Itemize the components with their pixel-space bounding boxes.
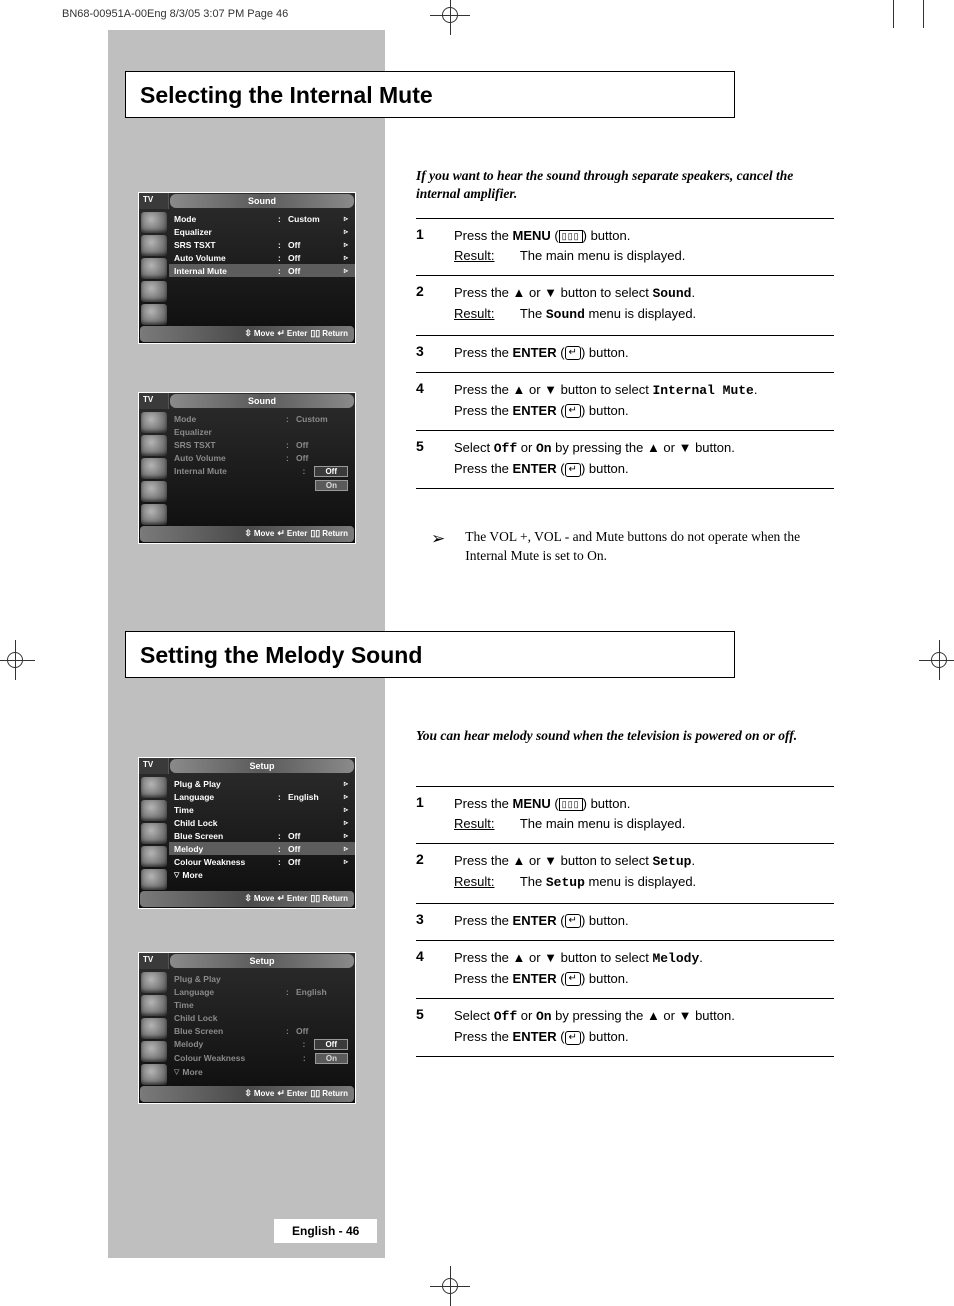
osd-row-highlighted: Internal Mute:Off▹ [169,264,355,277]
osd-setup-menu: TV Setup Plug & Play▹ Language:English▹ … [138,757,356,909]
step-3: 3 Press the ENTER (↵) button. [416,903,834,940]
registration-mark [430,0,470,35]
osd-setup-popup: TV Setup Plug & Play Language:English Ti… [138,952,356,1104]
enter-icon: ↵ [565,972,581,986]
enter-icon: ↵ [565,404,581,418]
step-5: 5 Select Off or On by pressing the ▲ or … [416,998,834,1057]
step-3: 3 Press the ENTER (↵) button. [416,335,834,372]
crop-mark [923,0,924,28]
osd-row-highlighted: Melody:Off▹ [169,842,355,855]
registration-mark [919,640,954,680]
osd-tv-label: TV [139,193,169,209]
section-title-melody: Setting the Melody Sound [125,631,735,678]
enter-icon: ↵ [565,463,581,477]
step-2: 2 Press the ▲ or ▼ button to select Soun… [416,275,834,334]
enter-icon: ↵ [565,346,581,360]
osd-icon [141,258,167,279]
osd-category-icons [139,209,169,326]
step-1: 1 Press the MENU (▯▯▯) button. Result: T… [416,786,834,843]
osd-popup-option: On [315,1053,348,1064]
osd-footer: ⇳Move ↵Enter ▯▯Return [140,326,354,342]
osd-title: Sound [170,194,354,208]
menu-icon: ▯▯▯ [559,798,583,811]
enter-icon: ↵ [565,914,581,928]
registration-mark [430,1266,470,1306]
osd-sound-menu: TV Sound Mode:Custom▹ Equalizer▹ SRS TSX… [138,192,356,344]
osd-popup-option-selected: Off [314,1039,348,1050]
step-2: 2 Press the ▲ or ▼ button to select Setu… [416,843,834,902]
osd-sound-popup: TV Sound Mode:Custom Equalizer SRS TSXT:… [138,392,356,544]
section-title-internal-mute: Selecting the Internal Mute [125,71,735,118]
steps-melody: 1 Press the MENU (▯▯▯) button. Result: T… [416,786,841,1057]
osd-icon [141,212,167,233]
steps-internal-mute: 1 Press the MENU (▯▯▯) button. Result: T… [416,218,841,489]
note-icon: ➢ [431,527,445,566]
step-5: 5 Select Off or On by pressing the ▲ or … [416,430,834,489]
osd-menu-list: Mode:Custom▹ Equalizer▹ SRS TSXT:Off▹ Au… [169,209,355,326]
intro-melody: You can hear melody sound when the telev… [416,727,826,745]
osd-popup-option-selected: Off [314,466,348,477]
osd-icon [141,235,167,256]
osd-icon [141,304,167,325]
print-header: BN68-00951A-00Eng 8/3/05 3:07 PM Page 46 [62,8,288,20]
registration-mark [0,640,35,680]
step-4: 4 Press the ▲ or ▼ button to select Melo… [416,940,834,998]
step-4: 4 Press the ▲ or ▼ button to select Inte… [416,372,834,430]
osd-icon [141,281,167,302]
enter-icon: ↵ [565,1031,581,1045]
step-1: 1 Press the MENU (▯▯▯) button. Result: T… [416,218,834,275]
osd-popup-option: On [315,480,348,491]
crop-mark [893,0,894,28]
intro-internal-mute: If you want to hear the sound through se… [416,167,826,203]
page-number: English - 46 [274,1219,377,1243]
menu-icon: ▯▯▯ [559,230,583,243]
note-internal-mute: ➢ The VOL +, VOL - and Mute buttons do n… [431,528,841,566]
